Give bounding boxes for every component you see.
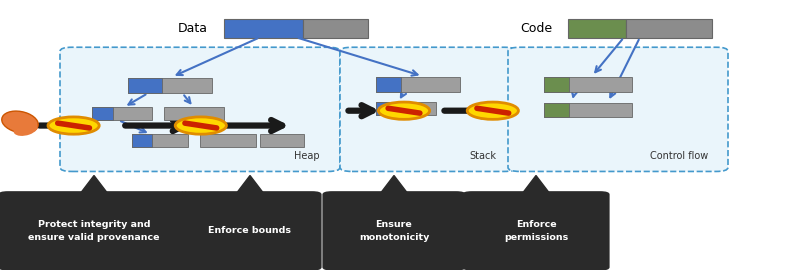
FancyBboxPatch shape <box>200 134 256 147</box>
Polygon shape <box>235 176 265 194</box>
FancyBboxPatch shape <box>303 19 368 38</box>
FancyBboxPatch shape <box>128 78 162 93</box>
FancyBboxPatch shape <box>340 47 516 171</box>
FancyBboxPatch shape <box>376 102 389 115</box>
FancyBboxPatch shape <box>164 107 224 120</box>
FancyBboxPatch shape <box>462 191 610 270</box>
Text: Enforce bounds: Enforce bounds <box>209 226 291 235</box>
FancyBboxPatch shape <box>544 77 569 92</box>
FancyBboxPatch shape <box>568 19 626 38</box>
FancyBboxPatch shape <box>178 191 322 270</box>
FancyBboxPatch shape <box>128 78 212 93</box>
Text: Heap: Heap <box>294 151 320 161</box>
FancyBboxPatch shape <box>544 103 569 117</box>
FancyBboxPatch shape <box>260 134 304 147</box>
FancyBboxPatch shape <box>508 47 728 171</box>
Circle shape <box>175 117 226 134</box>
Text: Control flow: Control flow <box>650 151 708 161</box>
Circle shape <box>467 102 518 119</box>
Ellipse shape <box>14 122 38 136</box>
FancyBboxPatch shape <box>544 77 632 92</box>
Polygon shape <box>379 176 408 194</box>
Text: Ensure
monotonicity: Ensure monotonicity <box>359 220 429 242</box>
Polygon shape <box>522 176 550 194</box>
Text: Enforce
permissions: Enforce permissions <box>504 220 568 242</box>
Text: Stack: Stack <box>469 151 496 161</box>
Text: Code: Code <box>520 22 552 35</box>
Circle shape <box>378 102 430 119</box>
FancyBboxPatch shape <box>376 102 436 115</box>
FancyBboxPatch shape <box>376 77 401 92</box>
Polygon shape <box>79 176 108 194</box>
Ellipse shape <box>2 111 38 133</box>
FancyBboxPatch shape <box>132 134 152 147</box>
Text: Protect integrity and
ensure valid provenance: Protect integrity and ensure valid prove… <box>28 220 160 242</box>
FancyBboxPatch shape <box>92 107 152 120</box>
FancyBboxPatch shape <box>376 77 460 92</box>
Text: Data: Data <box>178 22 208 35</box>
FancyBboxPatch shape <box>60 47 340 171</box>
FancyBboxPatch shape <box>322 191 466 270</box>
FancyBboxPatch shape <box>92 107 113 120</box>
FancyBboxPatch shape <box>626 19 712 38</box>
Circle shape <box>48 117 99 134</box>
FancyBboxPatch shape <box>132 134 188 147</box>
FancyBboxPatch shape <box>0 191 190 270</box>
FancyBboxPatch shape <box>224 19 303 38</box>
FancyBboxPatch shape <box>544 103 632 117</box>
